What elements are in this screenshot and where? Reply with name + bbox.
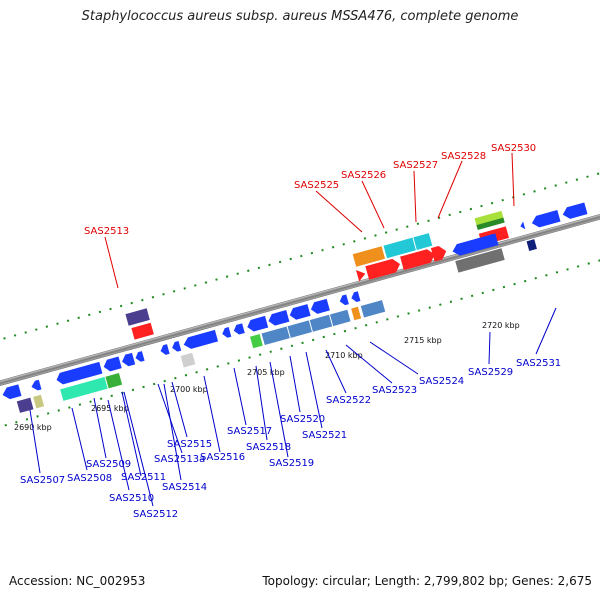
gene-label: SAS2528 (441, 151, 486, 162)
gene-label: SAS2522 (326, 395, 371, 406)
feature-red-arrow-3 (400, 249, 435, 271)
feature-olive-small (33, 394, 45, 409)
forward-features (125, 202, 588, 340)
gene-label: SAS2513a (154, 454, 205, 465)
gene-label: SAS2510 (109, 493, 154, 504)
feature-sas2513-box (125, 308, 150, 326)
feature-blue-arrow-13 (268, 310, 290, 326)
feature-red-arrow-2 (365, 258, 401, 280)
gene-label: SAS2531 (516, 358, 561, 369)
feature-blue-arrow-11 (233, 323, 245, 335)
gene-label: SAS2509 (86, 459, 131, 470)
feature-sas2527 (413, 233, 433, 250)
feature-blue-arrow-10 (222, 327, 232, 338)
feature-sas2513a-grey (180, 352, 196, 368)
feature-blue-arrow-4 (103, 356, 122, 372)
kbp-label: 2710 kbp (325, 351, 363, 360)
gene-label: SAS2508 (67, 473, 112, 484)
feature-sas2513-rna (131, 322, 154, 340)
feature-blue-arrow-16 (339, 294, 349, 306)
topology-text: Topology: circular; Length: 2,799,802 bp… (262, 574, 592, 588)
feature-sas2530-top (474, 210, 504, 227)
leader-lines-bottom (29, 307, 557, 507)
gene-labels-bottom: SAS2507 SAS2508 SAS2509 SAS2510 SAS2511 … (20, 358, 561, 520)
feature-red-arrow-4 (430, 245, 447, 262)
gene-label: SAS2521 (302, 430, 347, 441)
feature-blue-arrow-a (520, 221, 526, 230)
kbp-label: 2700 kbp (170, 385, 208, 394)
gene-label: SAS2513 (84, 226, 129, 237)
feature-sas2518 (261, 326, 290, 346)
map-title: Staphylococcus aureus subsp. aureus MSSA… (81, 9, 519, 24)
feature-sas2508-teal (60, 377, 108, 401)
gene-label: SAS2525 (294, 180, 339, 191)
gene-label: SAS2507 (20, 475, 65, 486)
genome-track (0, 167, 600, 433)
feature-blue-arrow-9 (183, 329, 219, 349)
gene-label: SAS2529 (468, 367, 513, 378)
feature-sas2509-green (105, 373, 123, 389)
feature-blue-arrow-17 (351, 291, 361, 302)
feature-sas2520 (309, 314, 333, 332)
gene-label: SAS2514 (162, 482, 207, 493)
feature-blue-arrow-3 (56, 361, 103, 385)
gene-label: SAS2523 (372, 385, 417, 396)
gene-label: SAS2516 (200, 452, 245, 463)
leader-lines-top (104, 152, 515, 289)
feature-sas2529-grey (455, 248, 505, 273)
gene-label: SAS2526 (341, 170, 386, 181)
feature-sas2530-green (476, 217, 505, 230)
gene-label: SAS2530 (491, 143, 536, 154)
gene-label: SAS2517 (227, 426, 272, 437)
tick-row-bottom (0, 248, 600, 433)
feature-blue-arrow-c (562, 202, 588, 219)
feature-sas2526 (383, 237, 416, 259)
gene-labels-top: SAS2513 SAS2525 SAS2526 SAS2527 SAS2528 … (84, 143, 536, 237)
feature-sas2522-orange (351, 306, 362, 321)
accession-text: Accession: NC_002953 (9, 574, 146, 588)
kbp-label: 2705 kbp (247, 368, 285, 377)
feature-sas2529-blue (452, 233, 499, 256)
gene-label: SAS2512 (133, 509, 178, 520)
feature-blue-arrow-2 (31, 379, 42, 391)
feature-blue-arrow-8 (172, 340, 182, 352)
feature-sas2531-navy (526, 239, 537, 251)
feature-blue-arrow-b (531, 209, 561, 228)
gene-label: SAS2518 (246, 442, 291, 453)
feature-blue-arrow-7 (160, 344, 170, 355)
feature-sas2507 (16, 397, 34, 413)
gene-label: SAS2515 (167, 439, 212, 450)
feature-blue-arrow-14 (289, 304, 311, 320)
gene-label: SAS2511 (121, 472, 166, 483)
feature-blue-arrow-5 (122, 352, 136, 367)
feature-red-arrow-1 (356, 269, 366, 282)
gene-label: SAS2527 (393, 160, 438, 171)
kbp-label: 2715 kbp (404, 336, 442, 345)
feature-sas2523 (360, 300, 386, 318)
feature-sas2521 (329, 309, 351, 327)
feature-sas2525 (352, 246, 386, 267)
feature-sas2517-green (249, 334, 263, 349)
reverse-features (2, 233, 537, 413)
feature-blue-arrow-6 (135, 351, 145, 362)
feature-sas2519 (287, 320, 312, 338)
gene-label: SAS2524 (419, 376, 464, 387)
kbp-label: 2720 kbp (482, 321, 520, 330)
gene-label: SAS2519 (269, 458, 314, 469)
feature-blue-arrow-12 (247, 315, 269, 332)
feature-blue-arrow-1 (2, 384, 22, 400)
gene-label: SAS2520 (280, 414, 325, 425)
feature-blue-arrow-15 (310, 298, 330, 314)
